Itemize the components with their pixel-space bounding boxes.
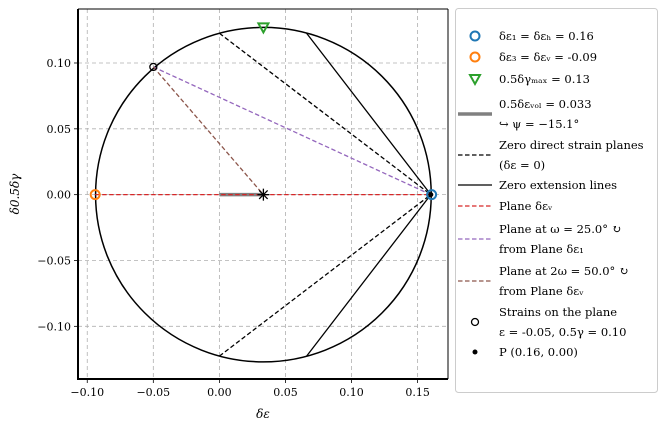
legend-label: Zero extension lines bbox=[499, 178, 617, 192]
legend-marker bbox=[468, 74, 482, 87]
legend-label: P (0.16, 0.00) bbox=[499, 345, 578, 359]
legend-label: 0.5δεᵥₒₗ = 0.033 bbox=[499, 97, 592, 111]
legend-entry: 0.5δεᵥₒₗ = 0.033 ↪ ψ = −15.1° bbox=[458, 97, 592, 131]
gamma-max-marker bbox=[256, 22, 271, 35]
legend-entry: Plane δεᵥ bbox=[458, 199, 553, 213]
delta-eps-3-marker bbox=[89, 189, 101, 201]
legend-marker bbox=[472, 349, 478, 355]
legend-entry: Plane at 2ω = 50.0° ↻ from Plane δεᵥ bbox=[458, 264, 629, 298]
x-tick-label: −0.05 bbox=[136, 386, 170, 399]
legend: δε₁ = δεₕ = 0.16 δε₃ = δεᵥ = -0.09 0.5δγₘₐ… bbox=[455, 8, 658, 393]
axes: −0.10 −0.05 0.00 0.05 0.10 0.15 0.10 0.05 0.00 −0… bbox=[37, 8, 449, 399]
legend-entry: Strains on the plane ε = -0.05, 0.5γ = 0.… bbox=[470, 305, 626, 339]
legend-entry: 0.5δγₘₐₓ = 0.13 bbox=[468, 72, 590, 87]
x-tick-label: 0.15 bbox=[405, 386, 430, 399]
x-tick-label: 0.10 bbox=[339, 386, 364, 399]
x-tick-label: −0.10 bbox=[70, 386, 104, 399]
legend-marker bbox=[469, 30, 481, 42]
legend-label: Strains on the plane bbox=[499, 305, 617, 319]
legend-entry: Plane at ω = 25.0° ↻ from Plane δε₁ bbox=[458, 222, 621, 256]
legend-label: δε₃ = δεᵥ = -0.09 bbox=[499, 50, 597, 64]
y-tick-label: 0.10 bbox=[47, 57, 72, 70]
y-tick-label: 0.00 bbox=[47, 189, 72, 202]
legend-label: (δε = 0) bbox=[499, 158, 545, 172]
x-tick-label: 0.05 bbox=[273, 386, 298, 399]
legend-label: Plane at 2ω = 50.0° ↻ bbox=[499, 264, 629, 278]
y-tick-label: 0.05 bbox=[47, 123, 72, 136]
legend-label: Plane at ω = 25.0° ↻ bbox=[499, 222, 621, 236]
delta-eps-1-marker bbox=[426, 189, 438, 201]
zero-direct-lower-line bbox=[218, 194, 432, 357]
x-axis-label: δε bbox=[256, 407, 270, 421]
y-tick-label: −0.05 bbox=[37, 254, 71, 267]
legend-label: δε₁ = δεₕ = 0.16 bbox=[499, 29, 594, 43]
legend-entry: P (0.16, 0.00) bbox=[472, 345, 578, 359]
legend-label: from Plane δε₁ bbox=[499, 242, 584, 256]
legend-entry: Zero extension lines bbox=[458, 178, 617, 192]
pole-p-marker bbox=[428, 192, 434, 198]
center-marker bbox=[257, 188, 270, 201]
zero-ext-lower-line bbox=[306, 194, 432, 357]
legend-label: from Plane δεᵥ bbox=[499, 284, 584, 298]
legend-entry: δε₃ = δεᵥ = -0.09 bbox=[469, 50, 597, 64]
legend-entry: Zero direct strain planes (δε = 0) bbox=[458, 138, 644, 172]
legend-label: Plane δεᵥ bbox=[499, 199, 553, 213]
zero-direct-upper-line bbox=[218, 32, 432, 196]
zero-ext-upper-line bbox=[306, 32, 432, 196]
legend-label: ε = -0.05, 0.5γ = 0.10 bbox=[499, 325, 626, 339]
legend-marker bbox=[469, 51, 481, 63]
legend-label: ↪ ψ = −15.1° bbox=[499, 117, 579, 131]
plane-omega-line bbox=[153, 66, 432, 196]
legend-box bbox=[455, 8, 658, 393]
legend-label: 0.5δγₘₐₓ = 0.13 bbox=[499, 72, 590, 86]
x-tick-label: 0.00 bbox=[207, 386, 232, 399]
plot-marks bbox=[89, 22, 438, 363]
legend-entry: δε₁ = δεₕ = 0.16 bbox=[469, 29, 594, 43]
star-stroke bbox=[258, 189, 269, 200]
y-axis-label: δ0.5δγ bbox=[8, 173, 22, 215]
plane-2omega-line bbox=[152, 66, 264, 196]
y-tick-label: −0.10 bbox=[37, 320, 71, 333]
legend-marker bbox=[470, 317, 480, 327]
plane-strain-marker bbox=[149, 62, 158, 72]
legend-label: Zero direct strain planes bbox=[499, 138, 644, 152]
